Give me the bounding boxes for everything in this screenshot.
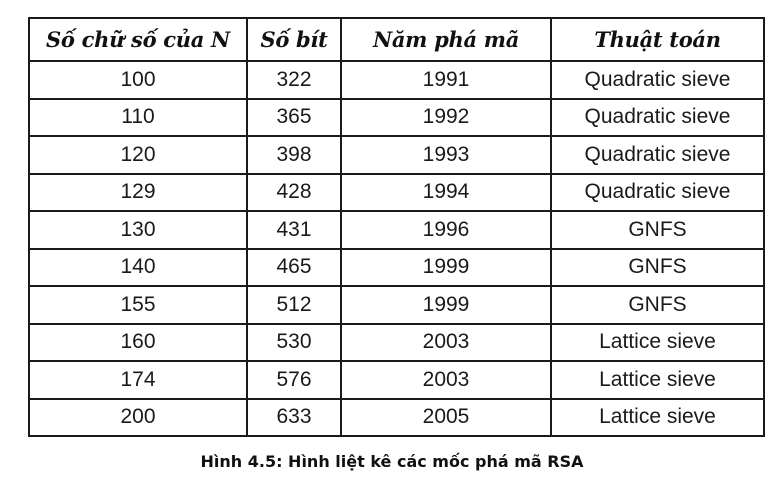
cell-algorithm: Quadratic sieve <box>550 172 765 212</box>
cell-digits: 200 <box>28 397 248 437</box>
table-row: 110 365 1992 Quadratic sieve <box>28 97 765 137</box>
cell-digits: 110 <box>28 97 248 137</box>
table-row: 200 633 2005 Lattice sieve <box>28 397 765 437</box>
cell-bits: 465 <box>246 247 342 287</box>
cell-digits: 160 <box>28 322 248 362</box>
cell-algorithm: GNFS <box>550 247 765 287</box>
rsa-milestones-table-wrapper: Số chữ số của N Số bít Năm phá mã Thuật … <box>28 17 765 437</box>
cell-digits: 129 <box>28 172 248 212</box>
cell-digits: 100 <box>28 60 248 100</box>
cell-year: 2003 <box>340 360 552 400</box>
cell-bits: 398 <box>246 135 342 175</box>
cell-digits: 140 <box>28 247 248 287</box>
cell-digits: 174 <box>28 360 248 400</box>
cell-year: 2003 <box>340 322 552 362</box>
header-digits: Số chữ số của N <box>28 17 248 62</box>
cell-bits: 576 <box>246 360 342 400</box>
cell-algorithm: GNFS <box>550 285 765 325</box>
cell-digits: 130 <box>28 210 248 250</box>
cell-digits: 120 <box>28 135 248 175</box>
table-row: 130 431 1996 GNFS <box>28 210 765 250</box>
cell-year: 1999 <box>340 285 552 325</box>
table-row: 100 322 1991 Quadratic sieve <box>28 60 765 100</box>
header-bits: Số bít <box>246 17 342 62</box>
table-row: 155 512 1999 GNFS <box>28 285 765 325</box>
cell-bits: 431 <box>246 210 342 250</box>
cell-year: 1999 <box>340 247 552 287</box>
cell-year: 1996 <box>340 210 552 250</box>
cell-year: 1992 <box>340 97 552 137</box>
cell-year: 1994 <box>340 172 552 212</box>
cell-algorithm: Lattice sieve <box>550 397 765 437</box>
cell-bits: 512 <box>246 285 342 325</box>
cell-algorithm: Quadratic sieve <box>550 135 765 175</box>
table-row: 160 530 2003 Lattice sieve <box>28 322 765 362</box>
cell-algorithm: GNFS <box>550 210 765 250</box>
table-row: 140 465 1999 GNFS <box>28 247 765 287</box>
cell-year: 1991 <box>340 60 552 100</box>
table-row: 120 398 1993 Quadratic sieve <box>28 135 765 175</box>
cell-bits: 530 <box>246 322 342 362</box>
cell-year: 2005 <box>340 397 552 437</box>
cell-algorithm: Lattice sieve <box>550 322 765 362</box>
cell-algorithm: Quadratic sieve <box>550 60 765 100</box>
cell-bits: 428 <box>246 172 342 212</box>
table-row: 174 576 2003 Lattice sieve <box>28 360 765 400</box>
figure-caption: Hình 4.5: Hình liệt kê các mốc phá mã RS… <box>200 452 584 471</box>
header-year: Năm phá mã <box>340 17 552 62</box>
cell-algorithm: Lattice sieve <box>550 360 765 400</box>
header-algorithm: Thuật toán <box>550 17 765 62</box>
rsa-milestones-table: Số chữ số của N Số bít Năm phá mã Thuật … <box>28 17 765 437</box>
cell-algorithm: Quadratic sieve <box>550 97 765 137</box>
cell-bits: 633 <box>246 397 342 437</box>
table-row: 129 428 1994 Quadratic sieve <box>28 172 765 212</box>
cell-bits: 322 <box>246 60 342 100</box>
cell-digits: 155 <box>28 285 248 325</box>
table-header-row: Số chữ số của N Số bít Năm phá mã Thuật … <box>28 17 765 62</box>
cell-bits: 365 <box>246 97 342 137</box>
cell-year: 1993 <box>340 135 552 175</box>
